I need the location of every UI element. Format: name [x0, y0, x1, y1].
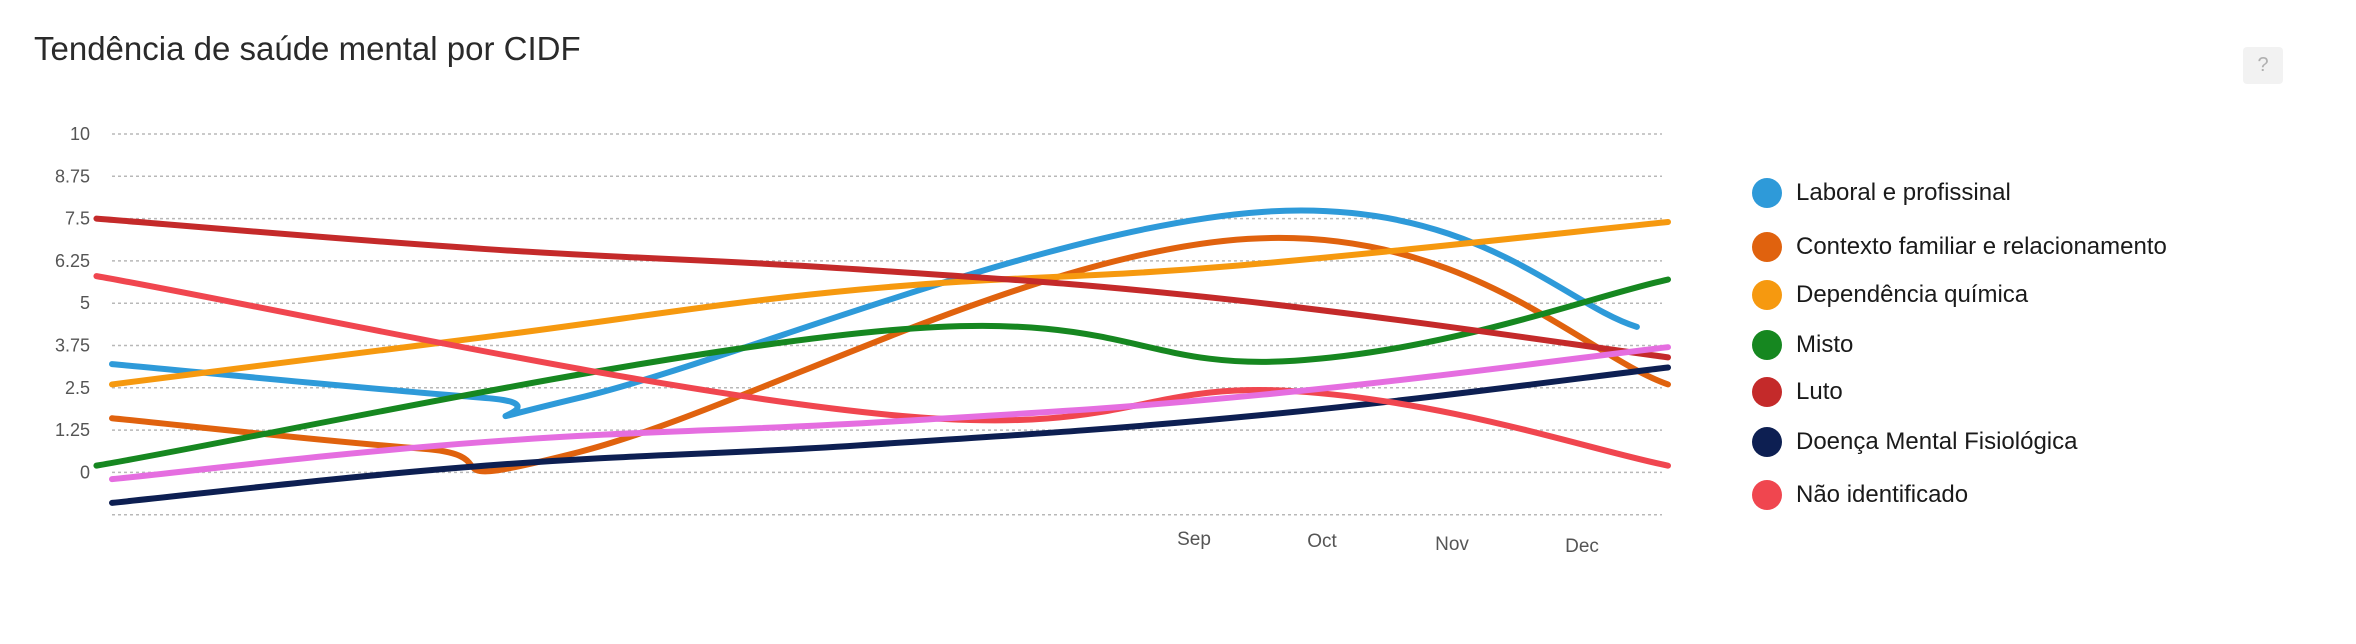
- x-tick-label: Nov: [1435, 534, 1469, 555]
- series-line-6: [109, 364, 1671, 506]
- y-tick-label: 3.75: [55, 336, 90, 356]
- legend-swatch: [1752, 427, 1782, 457]
- legend-swatch: [1752, 232, 1782, 262]
- y-tick-label: 6.25: [55, 251, 90, 271]
- legend-item[interactable]: Misto: [1752, 330, 1853, 360]
- legend-item[interactable]: Não identificado: [1752, 480, 1968, 510]
- legend-item[interactable]: Contexto familiar e relacionamento: [1752, 232, 2167, 262]
- series-line-5: [93, 215, 1671, 361]
- legend-label: Doença Mental Fisiológica: [1796, 428, 2078, 455]
- legend-label: Contexto familiar e relacionamento: [1796, 233, 2167, 260]
- y-tick-label: 10: [70, 124, 90, 144]
- y-tick-label: 2.5: [65, 378, 90, 398]
- y-tick-label: 8.75: [55, 166, 90, 186]
- legend-item[interactable]: Dependência química: [1752, 280, 2028, 310]
- y-tick-label: 0: [80, 462, 90, 482]
- x-tick-label: Dec: [1565, 536, 1599, 557]
- series-line-2: [109, 234, 1671, 475]
- legend-label: Dependência química: [1796, 281, 2029, 308]
- legend-item[interactable]: Doença Mental Fisiológica: [1752, 427, 2077, 457]
- series-line-8: [109, 344, 1671, 483]
- legend-label: Luto: [1796, 378, 1843, 405]
- y-tick-label: 1.25: [55, 420, 90, 440]
- legend-swatch: [1752, 480, 1782, 510]
- x-tick-label: Oct: [1307, 531, 1337, 552]
- series-line-1: [109, 207, 1640, 420]
- legend-label: Laboral e profissinal: [1796, 179, 2011, 206]
- legend-label: Não identificado: [1796, 481, 1969, 508]
- series-line-3: [109, 218, 1671, 388]
- y-tick-label: 5: [80, 293, 90, 313]
- help-button[interactable]: ?: [2243, 47, 2283, 84]
- legend-swatch: [1752, 330, 1782, 360]
- legend-item[interactable]: Luto: [1752, 377, 1843, 407]
- y-tick-label: 7.5: [65, 209, 90, 229]
- x-tick-label: Sep: [1177, 529, 1211, 550]
- legend-swatch: [1752, 280, 1782, 310]
- legend-swatch: [1752, 377, 1782, 407]
- legend-swatch: [1752, 178, 1782, 208]
- chart-title: Tendência de saúde mental por CIDF: [34, 30, 581, 67]
- legend-label: Misto: [1796, 331, 1854, 358]
- series-line-4: [93, 276, 1671, 469]
- series-line-7: [93, 273, 1671, 469]
- legend-item[interactable]: Laboral e profissinal: [1752, 178, 2011, 208]
